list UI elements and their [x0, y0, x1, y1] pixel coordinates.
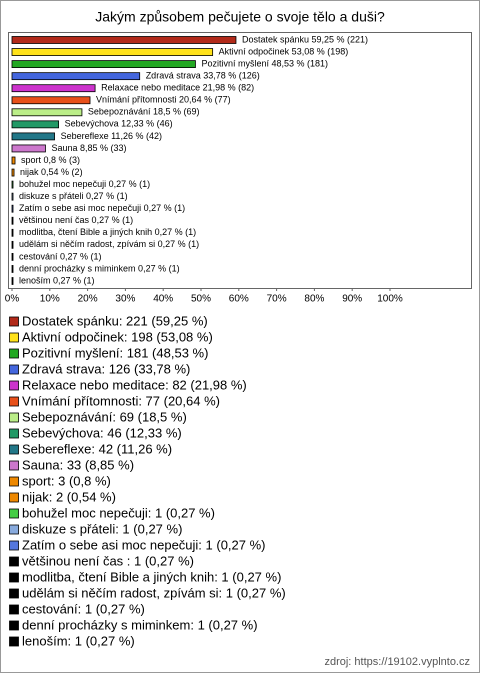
legend-swatch: [9, 380, 19, 391]
bar-label: denní procházky s miminkem 0,27 % (1): [19, 263, 180, 273]
bar-label: modlitba, čtení Bible a jiných knih 0,27…: [19, 227, 196, 237]
legend-swatch: [9, 332, 19, 343]
bar-label: Relaxace nebo meditace 21,98 % (82): [101, 83, 254, 93]
bar: [11, 192, 14, 201]
legend-label: denní procházky s miminkem: 1 (0,27 %): [22, 617, 258, 632]
legend-label: lenoším: 1 (0,27 %): [22, 633, 135, 648]
bar: [11, 240, 14, 249]
legend-label: Relaxace nebo meditace: 82 (21,98 %): [22, 377, 247, 392]
legend-swatch: [9, 620, 19, 631]
legend-label: Sauna: 33 (8,85 %): [22, 457, 134, 472]
bar: [11, 252, 14, 261]
bar: [11, 48, 214, 56]
legend-label: Pozitivní myšlení: 181 (48,53 %): [22, 345, 208, 360]
legend-label: Dostatek spánku: 221 (59,25 %): [22, 313, 208, 328]
legend-label: Aktivní odpočinek: 198 (53,08 %): [22, 329, 213, 344]
bar: [11, 132, 55, 141]
bar-label: diskuze s přáteli 0,27 % (1): [19, 191, 128, 201]
legend-label: Zdravá strava: 126 (33,78 %): [22, 361, 190, 376]
x-tick-label: 100%: [377, 294, 403, 305]
legend-swatch: [9, 460, 19, 471]
legend-swatch: [9, 572, 19, 583]
bar: [11, 180, 14, 189]
x-tick-label: 70%: [267, 294, 287, 305]
legend-label: modlitba, čtení Bible a jiných knih: 1 (…: [22, 569, 281, 584]
bar: [11, 228, 14, 237]
bar: [11, 120, 60, 129]
bar: [11, 204, 14, 213]
x-tick-label: 60%: [229, 294, 249, 305]
legend-swatch: [9, 556, 19, 567]
x-tick-label: 50%: [191, 294, 211, 305]
bar: [11, 156, 16, 165]
chart-title: Jakým způsobem pečujete o svoje tělo a d…: [95, 9, 385, 25]
legend-label: sport: 3 (0,8 %): [22, 473, 111, 488]
bar: [11, 36, 237, 44]
bar: [11, 277, 14, 285]
bar-label: udělám si něčím radost, zpívám si 0,27 %…: [19, 239, 199, 249]
bar-label: nijak 0,54 % (2): [20, 167, 83, 177]
legend-swatch: [9, 396, 19, 407]
bar: [11, 108, 83, 117]
bar: [11, 96, 91, 105]
bar-label: Vnímání přítomnosti 20,64 % (77): [96, 95, 231, 105]
legend-swatch: [9, 348, 19, 359]
legend-swatch: [9, 524, 19, 535]
bar-label: Dostatek spánku 59,25 % (221): [242, 34, 368, 44]
bar: [11, 60, 196, 68]
bar-label: Pozitivní myšlení 48,53 % (181): [201, 58, 328, 68]
x-tick-label: 80%: [304, 294, 324, 305]
bar-label: Aktivní odpočinek 53,08 % (198): [219, 46, 349, 56]
x-tick-label: 20%: [78, 294, 98, 305]
legend-swatch: [9, 540, 19, 551]
bar-label: sport 0,8 % (3): [21, 155, 80, 165]
x-tick-label: 40%: [153, 294, 173, 305]
source: zdroj: https://19102.vyplnto.cz: [324, 656, 470, 668]
legend-swatch: [9, 636, 19, 647]
bar-label: Sauna 8,85 % (33): [51, 143, 126, 153]
legend-swatch: [9, 364, 19, 375]
x-tick-label: 10%: [40, 294, 60, 305]
legend-swatch: [9, 444, 19, 455]
legend-swatch: [9, 412, 19, 423]
bar-label: Sebereflexe 11,26 % (42): [61, 131, 162, 141]
x-tick-label: 30%: [115, 294, 135, 305]
bar: [11, 144, 46, 153]
bar: [11, 216, 14, 225]
legend-swatch: [9, 604, 19, 615]
legend-label: bohužel moc nepečuji: 1 (0,27 %): [22, 505, 215, 520]
bar-label: většinou není čas 0,27 % (1): [19, 215, 133, 225]
legend-swatch: [9, 428, 19, 439]
bar-label: Sebevýchova 12,33 % (46): [65, 119, 173, 129]
legend-label: diskuze s přáteli: 1 (0,27 %): [22, 521, 182, 536]
legend-label: většinou není čas : 1 (0,27 %): [22, 553, 194, 568]
bar-label: bohužel moc nepečuji 0,27 % (1): [19, 179, 150, 189]
legend-label: Sebepoznávání: 69 (18,5 %): [22, 409, 187, 424]
legend-label: cestování: 1 (0,27 %): [22, 601, 145, 616]
bar-label: Zatím o sebe asi moc nepečuji 0,27 % (1): [19, 203, 185, 213]
bar-label: Zdravá strava 33,78 % (126): [146, 71, 260, 81]
legend-swatch: [9, 316, 19, 327]
legend-label: udělám si něčím radost, zpívám si: 1 (0,…: [22, 585, 286, 600]
x-tick-label: 0%: [5, 294, 20, 305]
legend-swatch: [9, 492, 19, 503]
bar: [11, 168, 15, 177]
legend-swatch: [9, 476, 19, 487]
bar-label: Sebepoznávání 18,5 % (69): [88, 107, 200, 117]
legend-label: nijak: 2 (0,54 %): [22, 489, 116, 504]
legend-swatch: [9, 508, 19, 519]
legend-label: Sebereflexe: 42 (11,26 %): [22, 441, 172, 456]
x-tick-label: 90%: [342, 294, 362, 305]
bar: [11, 72, 141, 81]
bar: [11, 84, 96, 93]
legend-label: Vnímání přítomnosti: 77 (20,64 %): [22, 393, 220, 408]
bar: [11, 265, 14, 273]
legend-swatch: [9, 588, 19, 599]
bar-label: lenoším 0,27 % (1): [19, 275, 95, 285]
legend-label: Zatím o sebe asi moc nepečuji: 1 (0,27 %…: [22, 537, 266, 552]
legend-label: Sebevýchova: 46 (12,33 %): [22, 425, 182, 440]
bar-label: cestování 0,27 % (1): [19, 251, 102, 261]
